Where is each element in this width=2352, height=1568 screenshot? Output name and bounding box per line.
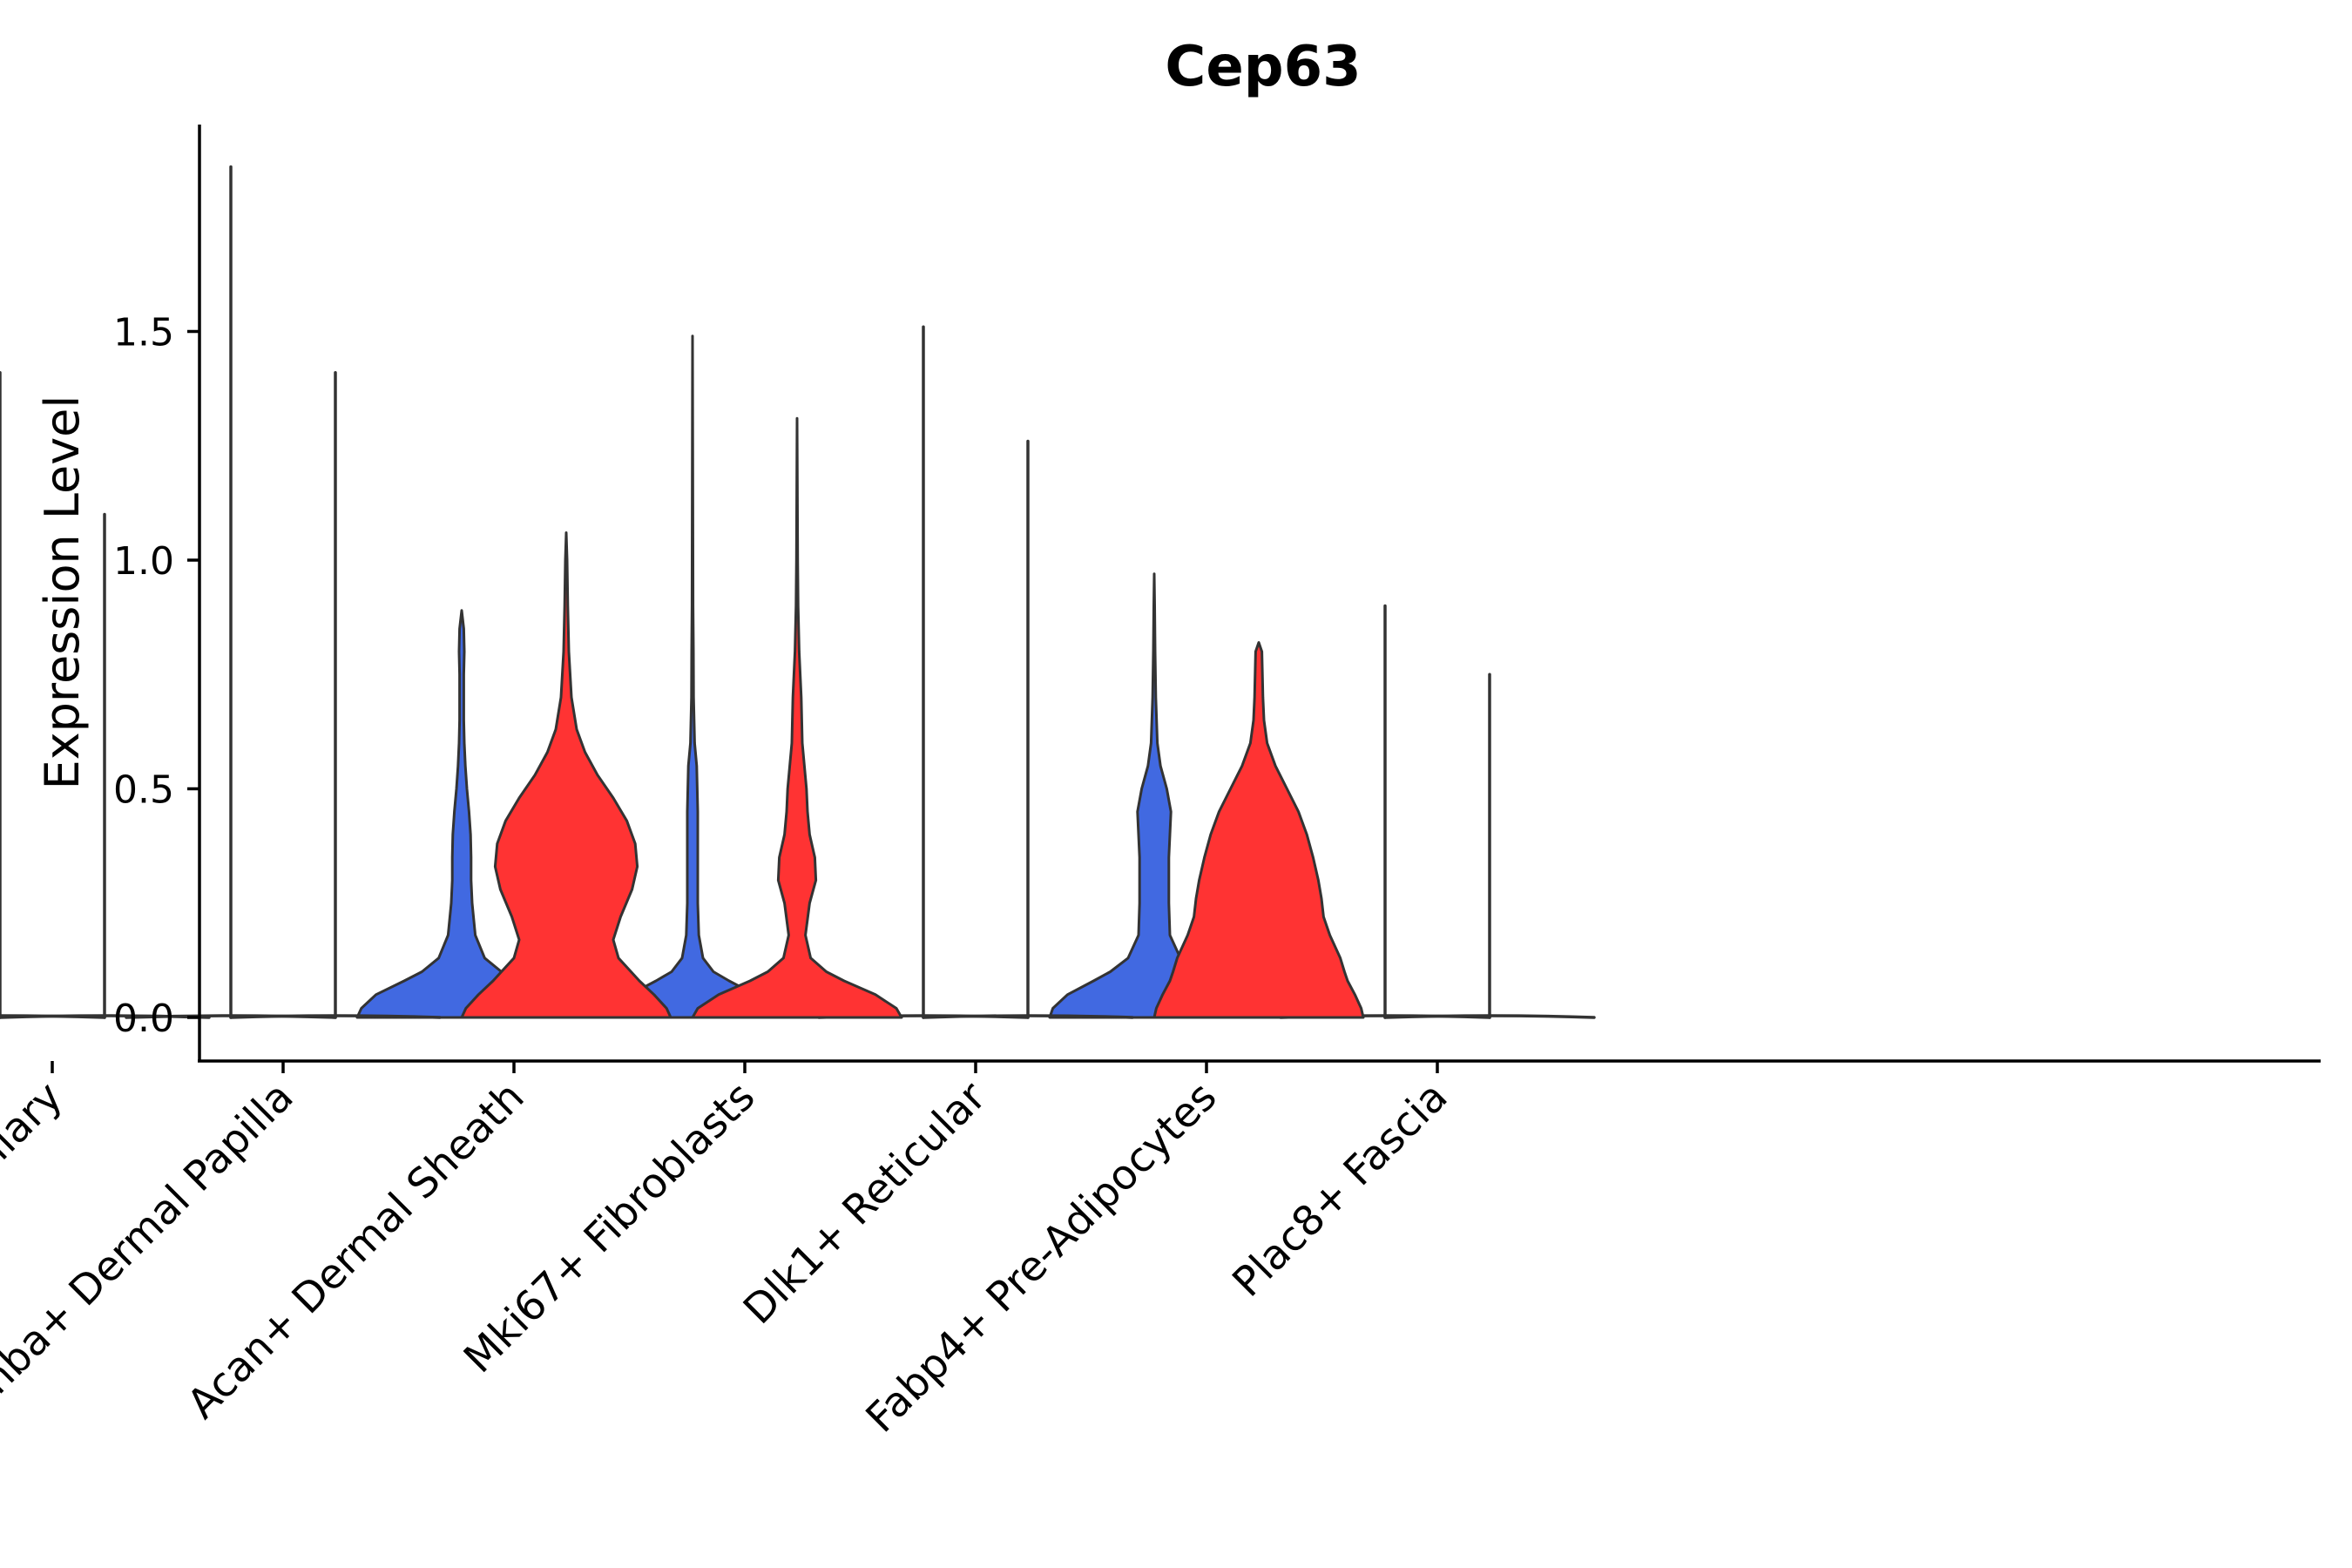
violin-group2-7 (1152, 641, 1365, 1019)
y-tick-label: 1.0 (113, 539, 174, 584)
violin-group2-2-base (0, 1014, 211, 1019)
y-axis-ticks: 0.0 0.5 1.0 1.5 (113, 311, 199, 1041)
violin-group2-8-base (1383, 1014, 1596, 1019)
x-tick-label: Plac8+ Fascia (1224, 1073, 1457, 1307)
violin-group2-5 (691, 416, 903, 1019)
violin-group1-5 (586, 335, 799, 1019)
x-axis-ticks: Lef1+ PapillaryDpp4+ PapillaryTagln+ Pap… (0, 1061, 1456, 1442)
y-tick-label: 1.5 (113, 311, 174, 355)
violin-group1-7 (1048, 572, 1260, 1019)
violin-group2-3-base (229, 1014, 442, 1019)
y-tick-label: 0.0 (113, 997, 174, 1041)
chart-title: Cep63 (1165, 35, 1361, 99)
violin-group2-4 (460, 531, 672, 1019)
violin-group1-4 (355, 609, 568, 1019)
y-axis-label: Expression Level (35, 395, 90, 790)
violin-group2-6-base (922, 1014, 1134, 1019)
x-tick-label: Dlk1+ Reticular (734, 1072, 996, 1334)
y-tick-label: 0.5 (113, 768, 174, 813)
violin-layer (0, 165, 1596, 1019)
